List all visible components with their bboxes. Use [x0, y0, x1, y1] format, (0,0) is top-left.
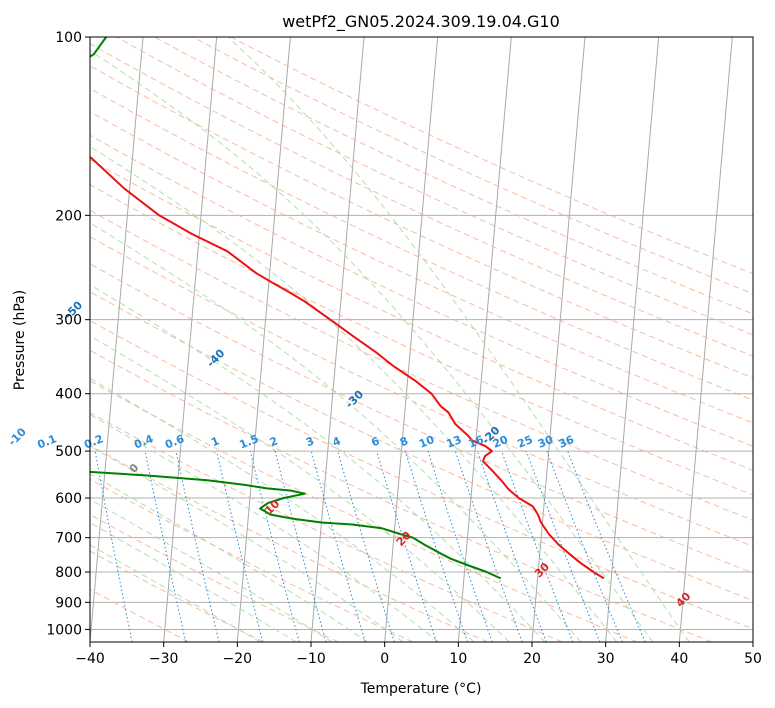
isotherm-line [163, 37, 218, 642]
isotherm-line [457, 37, 512, 642]
x-tick-label: −30 [149, 651, 179, 667]
mixing-ratio-line [404, 450, 468, 642]
annotation-layer: 0.10.20.40.611.52346810131620253036-100-… [6, 298, 694, 609]
dry-adiabat-line [90, 291, 753, 602]
dry-adiabat-line [90, 513, 339, 642]
x-tick-label: 20 [523, 651, 541, 667]
y-tick-label: 500 [55, 444, 82, 460]
mixing-ratio-line [476, 450, 547, 642]
y-tick-label: 200 [55, 208, 82, 224]
mixing-ratio-line [454, 450, 523, 642]
moist-adiabat-line [90, 413, 439, 642]
x-tick-label: −40 [75, 651, 105, 667]
mixing-ratio-line [337, 450, 395, 642]
mixing-ratio-label: 36 [557, 433, 576, 451]
grid-layer [90, 37, 753, 642]
y-tick-label: 1000 [46, 622, 82, 638]
y-tick-label: 600 [55, 491, 82, 507]
moist-adiabat-line [90, 222, 582, 642]
y-tick-label: 900 [55, 595, 82, 611]
x-tick-label: −10 [296, 651, 326, 667]
moist-adiabat-line [90, 522, 297, 642]
x-tick-label: 40 [670, 651, 688, 667]
temperature-profile-line [90, 156, 605, 580]
dry-adiabat-line [90, 263, 753, 574]
moist-adiabat-line [90, 335, 510, 642]
mixing-ratio-line [144, 451, 187, 642]
x-tick-label: 30 [597, 651, 615, 667]
isotherm-line [531, 37, 586, 642]
mixing-ratio-label: 1 [209, 434, 221, 449]
mixing-ratio-label: 13 [444, 433, 463, 451]
mixing-ratio-line [274, 450, 327, 642]
series-layer [90, 37, 605, 580]
isotherm-line [384, 37, 439, 642]
y-tick-label: 800 [55, 565, 82, 581]
moist-adiabat-line [90, 284, 546, 642]
mixing-ratio-label: 16 [467, 433, 486, 451]
mixing-ratio-label: 30 [536, 433, 555, 451]
mixing-ratio-line [427, 450, 493, 642]
moist-adiabat-line [227, 37, 690, 642]
y-tick-label: 700 [55, 531, 82, 547]
mixing-ratio-label: 20 [491, 433, 510, 451]
x-tick-label: 0 [380, 651, 389, 667]
dry-adiabat-line [90, 380, 638, 642]
x-tick-label: 10 [449, 651, 467, 667]
mixing-ratio-label: 2 [268, 434, 280, 449]
moist-adiabat-line [90, 498, 333, 642]
y-tick-label: 300 [55, 313, 82, 329]
plot-frame [89, 36, 754, 643]
y-tick-label: 400 [55, 387, 82, 403]
mixing-ratio-line [175, 450, 220, 642]
isotherm-line [236, 37, 291, 642]
isotherm-line [678, 37, 733, 642]
isotherm-line [310, 37, 365, 642]
mixing-ratio-line [249, 450, 300, 642]
chart-title: wetPf2_GN05.2024.309.19.04.G10 [282, 12, 560, 32]
y-axis-title: Pressure (hPa) [12, 290, 28, 390]
mixing-ratio-line [376, 450, 437, 642]
dewpoint-profile-line [90, 37, 502, 580]
dry-adiabat-line [90, 412, 563, 642]
y-tick-label: 100 [55, 30, 82, 46]
mixing-ratio-label: 25 [516, 433, 535, 451]
moist-adiabat-line [90, 50, 654, 642]
mixing-ratio-label: 10 [417, 433, 436, 451]
moist-adiabat-line [90, 445, 404, 642]
mixing-ratio-line [216, 450, 264, 642]
moist-adiabat-line [90, 377, 475, 642]
mixing-ratio-label: 8 [398, 434, 410, 449]
isotherm-line [605, 37, 660, 642]
y-axis: 100 200 300 400 500 600 700 800 900 1000 [46, 30, 90, 638]
x-tick-label: −20 [223, 651, 253, 667]
mixing-ratio-label: 3 [304, 434, 316, 449]
x-axis: −40 −30 −20 −10 0 10 20 30 40 50 [75, 642, 762, 667]
x-tick-label: 50 [744, 651, 762, 667]
x-axis-title: Temperature (°C) [360, 681, 482, 697]
moist-adiabat-line [90, 544, 261, 642]
isotherm-line [90, 37, 144, 642]
mixing-ratio-line [94, 451, 133, 642]
mixing-ratio-line [310, 450, 366, 642]
